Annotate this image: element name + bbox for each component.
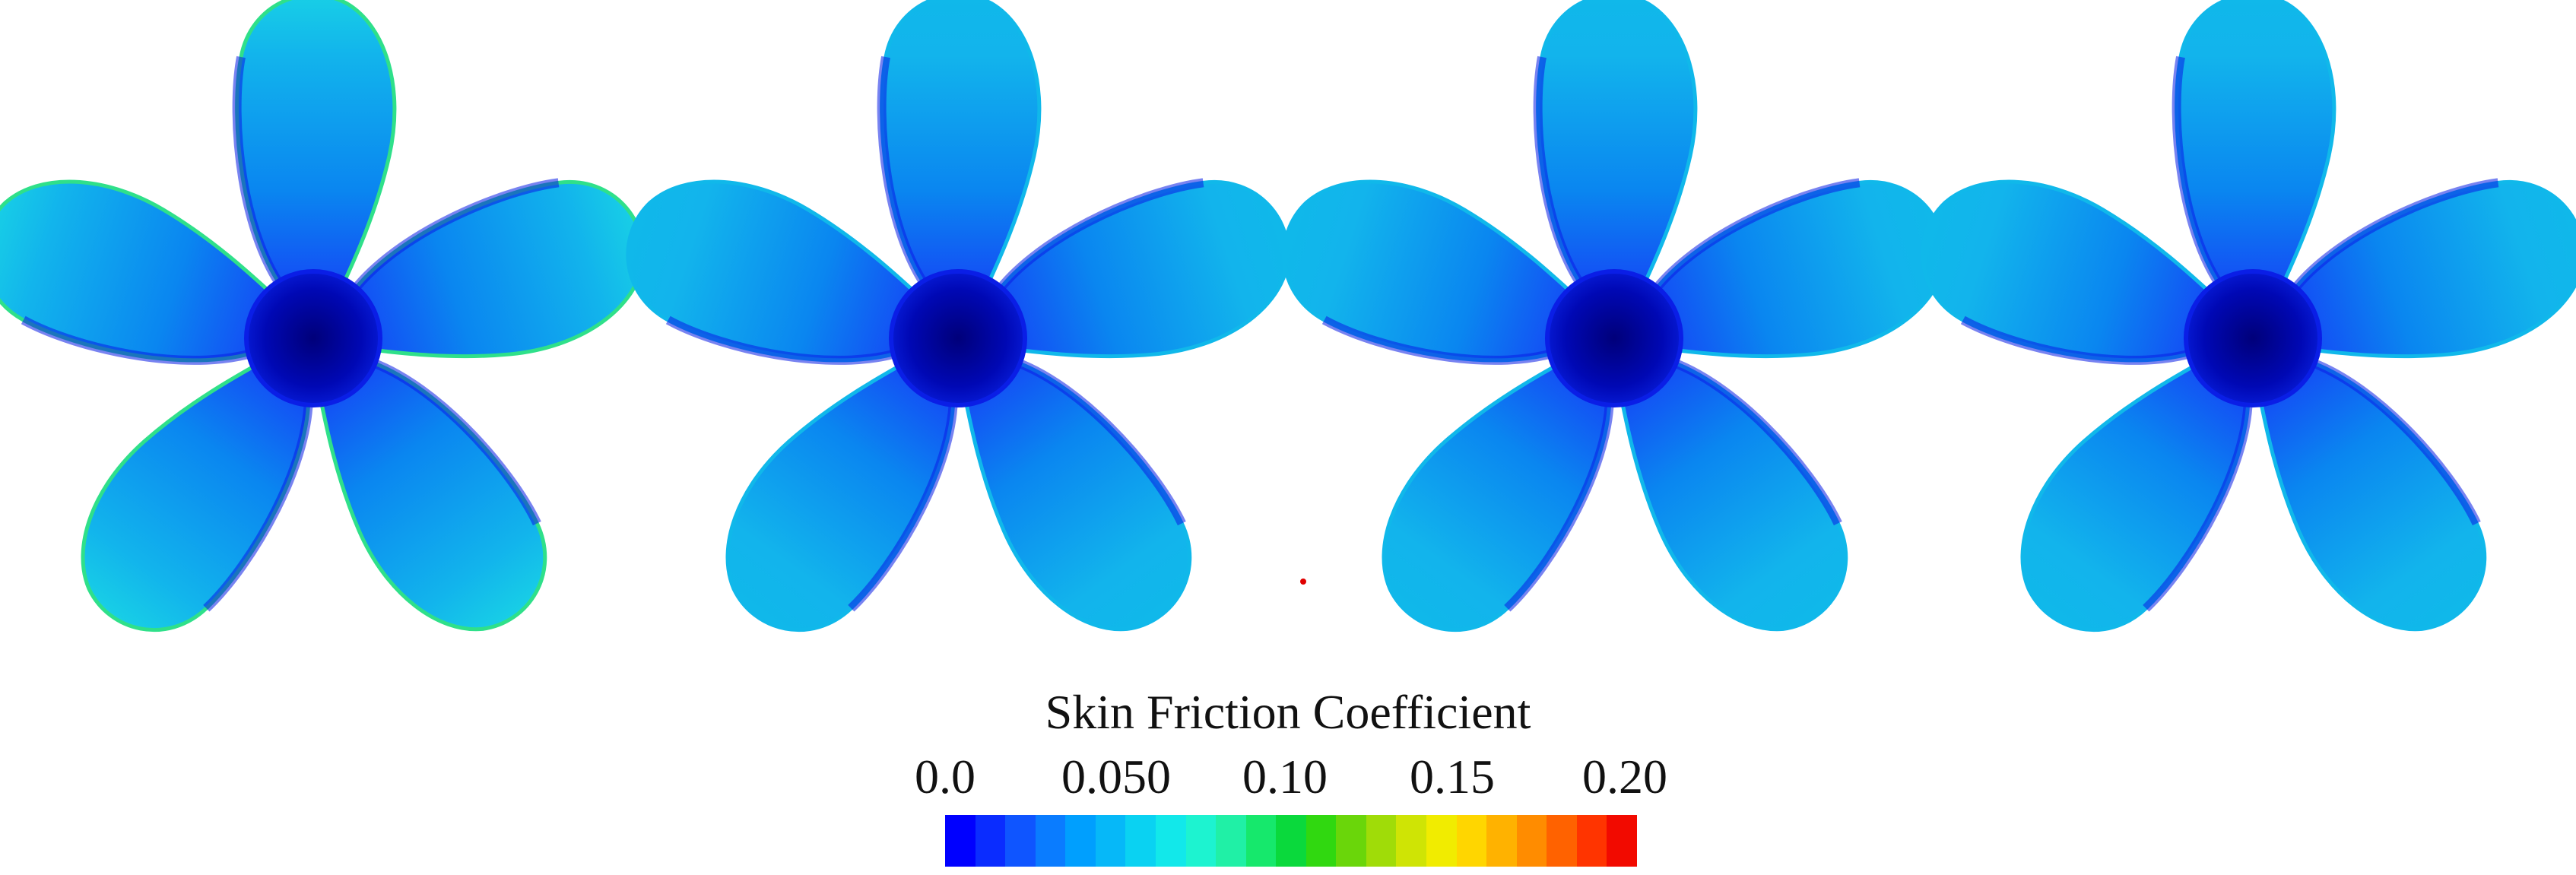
blade-edge bbox=[1533, 55, 1594, 300]
legend-tick-2: 0.10 bbox=[1242, 750, 1328, 804]
blade-edge bbox=[2143, 385, 2253, 612]
colorbar-cell bbox=[945, 815, 976, 867]
colorbar-cell bbox=[1607, 815, 1637, 867]
colorbar-cell bbox=[1336, 815, 1366, 867]
blade-edge bbox=[1504, 385, 1614, 612]
colorbar-cell bbox=[1185, 815, 1217, 867]
propeller-1 bbox=[0, 0, 646, 632]
blade-edge bbox=[848, 385, 958, 612]
propeller-3 bbox=[1282, 0, 1946, 632]
blade-edge bbox=[2295, 353, 2481, 526]
colorbar-cell bbox=[1245, 815, 1277, 867]
blade-edge bbox=[232, 55, 293, 300]
propeller-hub bbox=[889, 269, 1027, 407]
propeller-hub bbox=[2184, 269, 2322, 407]
blade-edge bbox=[1321, 315, 1569, 365]
blade-edge bbox=[21, 315, 268, 365]
colorbar-cell bbox=[1366, 815, 1397, 867]
blade-edge bbox=[2281, 178, 2499, 305]
blade-edge bbox=[986, 178, 1204, 305]
blade-edge bbox=[877, 55, 937, 300]
colorbar-cell bbox=[1155, 815, 1186, 867]
colorbar-cell bbox=[1005, 815, 1036, 867]
colorbar-cell bbox=[975, 815, 1006, 867]
colorbar-cell bbox=[1516, 815, 1547, 867]
legend-tick-4: 0.20 bbox=[1582, 750, 1667, 804]
legend-tick-0: 0.0 bbox=[915, 750, 976, 804]
colorbar-cell bbox=[1396, 815, 1426, 867]
colorbar-cell bbox=[1095, 815, 1126, 867]
propeller-hub bbox=[1545, 269, 1683, 407]
blade-edge bbox=[341, 178, 560, 305]
blade-edge bbox=[2172, 55, 2232, 300]
colorbar-cell bbox=[1065, 815, 1096, 867]
colorbar-cell bbox=[1216, 815, 1246, 867]
colorbar-cell bbox=[1426, 815, 1457, 867]
colorbar-cell bbox=[1576, 815, 1607, 867]
colorbar-cell bbox=[1035, 815, 1066, 867]
blade-edge bbox=[1960, 315, 2208, 365]
propeller-hub bbox=[244, 269, 382, 407]
colorbar-cell bbox=[1547, 815, 1577, 867]
blade-edge bbox=[1657, 353, 1842, 526]
blade-edge bbox=[356, 353, 541, 526]
colorbar-cell bbox=[1125, 815, 1156, 867]
propeller-2 bbox=[626, 0, 1290, 632]
red-dot bbox=[1300, 579, 1306, 585]
propeller-4 bbox=[1921, 0, 2576, 632]
legend-title: Skin Friction Coefficient bbox=[1045, 685, 1531, 739]
colorbar-cell bbox=[1276, 815, 1306, 867]
colorbar-cell bbox=[1486, 815, 1517, 867]
blade-edge bbox=[1001, 353, 1186, 526]
blade-edge bbox=[1642, 178, 1861, 305]
colorbar bbox=[945, 815, 1637, 867]
colorbar-cell bbox=[1456, 815, 1487, 867]
blade-edge bbox=[665, 315, 913, 365]
legend-tick-1: 0.050 bbox=[1061, 750, 1171, 804]
blade-edge bbox=[203, 385, 313, 612]
legend-tick-3: 0.15 bbox=[1410, 750, 1495, 804]
colorbar-cell bbox=[1305, 815, 1337, 867]
